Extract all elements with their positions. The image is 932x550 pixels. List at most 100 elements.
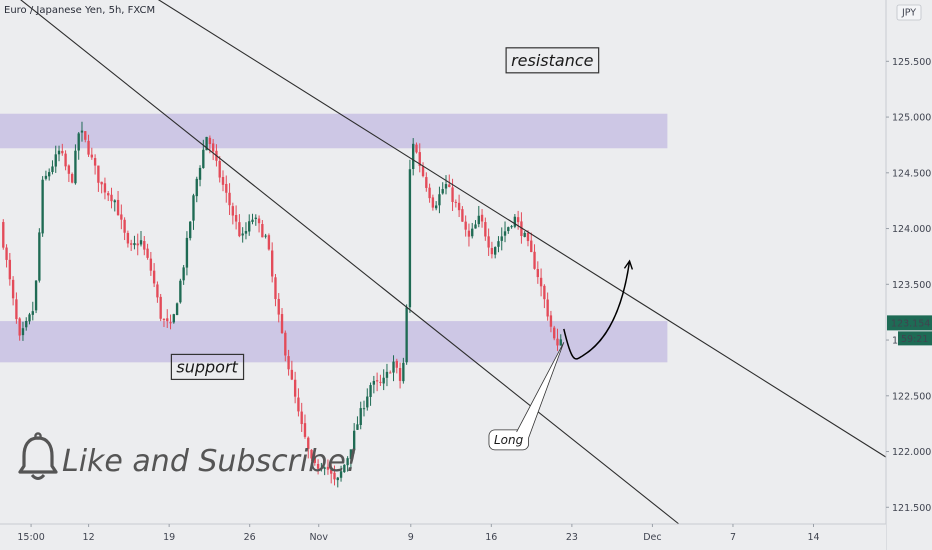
bell-clapper xyxy=(30,473,46,480)
candle xyxy=(349,449,353,460)
support-zone xyxy=(0,321,668,363)
candle xyxy=(116,199,120,216)
bell-top xyxy=(34,432,42,440)
candle xyxy=(457,202,461,211)
candle xyxy=(113,200,116,203)
candle xyxy=(277,298,280,315)
candle xyxy=(369,385,372,397)
y-tick-label: 125.500 xyxy=(892,57,931,68)
candle xyxy=(412,143,415,170)
candle xyxy=(261,224,264,238)
candle xyxy=(320,467,323,470)
candle xyxy=(290,369,294,380)
candle xyxy=(162,318,166,320)
candle xyxy=(70,174,74,183)
candle xyxy=(428,187,431,199)
candle xyxy=(129,243,133,245)
candle xyxy=(80,130,84,133)
candle xyxy=(454,201,458,203)
candle xyxy=(169,322,172,324)
x-tick-label: 14 xyxy=(807,532,819,543)
current-price-tag xyxy=(887,315,932,331)
x-tick-label: 26 xyxy=(244,532,256,543)
candle xyxy=(398,368,402,381)
candle xyxy=(218,160,221,178)
candle xyxy=(339,471,343,478)
y-tick-label: 123.500 xyxy=(892,280,931,291)
candle xyxy=(362,408,366,410)
long-callout-pointer xyxy=(516,342,565,439)
candle xyxy=(385,371,389,378)
candle xyxy=(510,226,513,228)
candle xyxy=(61,150,64,154)
candle xyxy=(21,328,25,336)
candle xyxy=(244,230,248,234)
candle xyxy=(444,184,448,189)
candle xyxy=(120,214,123,220)
candle xyxy=(313,457,316,463)
candle xyxy=(438,194,441,206)
price-axis-bg xyxy=(886,0,932,550)
candle xyxy=(500,236,503,241)
trend-channel-line-1[interactable] xyxy=(132,0,887,458)
candle xyxy=(54,154,57,167)
candle xyxy=(402,362,405,382)
candle xyxy=(316,463,320,469)
candle xyxy=(156,284,159,298)
candle xyxy=(221,177,225,185)
candle xyxy=(441,189,444,194)
candle xyxy=(205,136,208,151)
candle xyxy=(139,240,143,245)
candle xyxy=(307,437,310,449)
candle xyxy=(330,469,333,474)
candle xyxy=(18,318,21,336)
candle xyxy=(487,236,490,248)
candle xyxy=(474,224,477,229)
candle xyxy=(274,277,277,300)
candle xyxy=(507,227,510,232)
candle xyxy=(25,320,28,328)
candle xyxy=(549,315,553,327)
candle xyxy=(372,380,376,385)
candle xyxy=(257,218,261,224)
candle xyxy=(172,314,175,323)
candle xyxy=(87,140,90,155)
candle xyxy=(234,215,238,222)
candle xyxy=(484,222,487,237)
candle xyxy=(74,150,77,184)
x-tick-label: 12 xyxy=(83,532,95,543)
candle xyxy=(448,184,451,187)
candle xyxy=(480,214,484,222)
y-tick-label: 121.500 xyxy=(892,503,931,514)
currency-badge[interactable] xyxy=(896,4,922,21)
candle xyxy=(93,158,97,166)
candle xyxy=(464,221,467,230)
candle xyxy=(352,430,356,451)
candle xyxy=(189,221,192,239)
candle xyxy=(503,231,507,236)
candle xyxy=(264,235,267,237)
candle xyxy=(326,466,330,470)
candle xyxy=(123,219,126,233)
resistance-label-text: resistance xyxy=(511,51,594,70)
candle xyxy=(5,247,8,260)
candle xyxy=(395,360,398,368)
candle xyxy=(133,243,136,246)
candle xyxy=(526,232,530,242)
candle xyxy=(192,195,195,221)
candle xyxy=(543,285,546,300)
candle xyxy=(300,411,303,425)
candle xyxy=(15,299,18,320)
candle xyxy=(431,197,435,208)
candle xyxy=(241,233,244,236)
trend-channel-line-2[interactable] xyxy=(0,0,680,525)
candle xyxy=(126,232,130,244)
candle xyxy=(179,280,182,303)
x-tick-label: Dec xyxy=(643,532,661,543)
candle xyxy=(77,133,80,151)
candle xyxy=(408,169,412,308)
candle xyxy=(41,179,44,234)
candle xyxy=(38,232,41,281)
candle xyxy=(418,152,421,166)
